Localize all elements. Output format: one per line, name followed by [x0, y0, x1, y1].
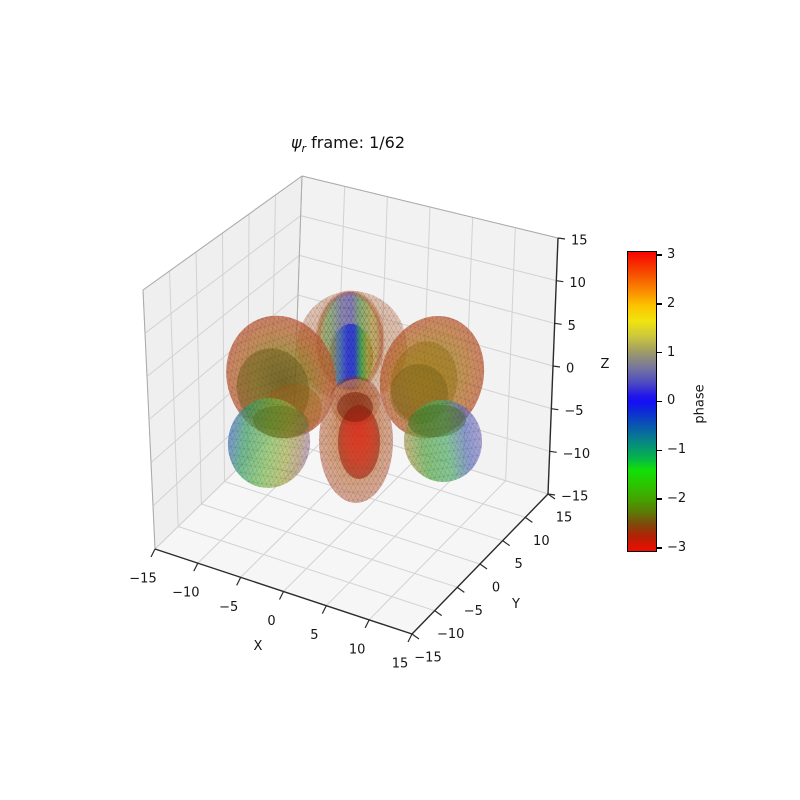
tick-mark — [411, 633, 420, 640]
colorbar-tick-label: 2 — [667, 295, 676, 311]
x-tick-label: 15 — [392, 657, 409, 672]
surface-lobes — [226, 290, 485, 503]
psi-symbol: ψ — [290, 133, 302, 152]
colorbar-tick-mark — [657, 449, 662, 451]
z-axis-label: Z — [601, 357, 610, 372]
lobe-lowerleftdark — [253, 405, 309, 439]
grid-line — [270, 436, 526, 518]
y-tick-label: −10 — [437, 627, 464, 642]
lobe-bottominner — [338, 405, 380, 479]
z-tick-label: −5 — [564, 404, 583, 419]
colorbar-tick-mark — [657, 351, 662, 354]
grid-line — [144, 215, 301, 334]
z-tick-label: −15 — [561, 490, 588, 505]
tick-mark — [193, 562, 199, 572]
lobe-lowerrightdark — [408, 404, 466, 438]
x-tick-label: −5 — [219, 600, 238, 615]
lobe-wireframe — [403, 400, 483, 482]
x-tick-label: 10 — [349, 642, 366, 657]
colorbar-label: phase — [692, 384, 708, 424]
lobe-wireframe — [329, 324, 373, 390]
tick-mark — [524, 516, 533, 523]
tick-mark — [150, 548, 156, 558]
x-tick-label: −15 — [129, 572, 156, 587]
y-tick-label: 0 — [492, 581, 500, 596]
y-tick-label: 15 — [556, 511, 573, 526]
colorbar-gradient — [627, 251, 657, 552]
tick-mark — [554, 322, 562, 325]
colorbar-tick-mark — [657, 254, 662, 256]
tick-mark — [364, 619, 370, 629]
y-tick-label: −5 — [464, 604, 483, 619]
tick-mark — [556, 280, 564, 283]
pane-edge — [142, 175, 303, 291]
z-tick-label: 15 — [571, 234, 588, 249]
tick-mark — [407, 633, 413, 643]
z-tick-label: 5 — [568, 319, 576, 334]
tick-mark — [278, 591, 285, 600]
x-tick-label: −10 — [172, 586, 199, 601]
y-tick-label: 10 — [533, 534, 550, 549]
tick-mark — [552, 365, 561, 368]
y-tick-label: −15 — [414, 651, 441, 666]
colorbar-tick-label: 1 — [667, 344, 676, 360]
colorbar-tick-label: −3 — [667, 539, 687, 555]
colorbar: 3 2 1 0 −1 −2 −3 — [627, 247, 686, 555]
tick-mark — [557, 237, 566, 240]
axis-tick-labels: −15−15−15−10−10−10−5 −5−50005551010101515… — [129, 234, 590, 672]
pane-edge — [301, 175, 559, 239]
tick-mark — [549, 450, 557, 453]
plot-title: ψr frame: 1/62 — [291, 133, 405, 155]
y-tick-label: 5 — [515, 557, 523, 572]
tick-mark — [479, 563, 488, 570]
x-tick-label: 5 — [310, 628, 318, 643]
colorbar-tick-label: 3 — [667, 247, 676, 262]
tick-mark — [547, 493, 556, 500]
tick-mark — [551, 408, 559, 411]
pane-edge — [142, 289, 156, 550]
lobe-wireframe — [227, 398, 311, 488]
colorbar-tick-mark — [657, 400, 662, 403]
colorbar-tick-mark — [657, 498, 662, 500]
colorbar-tick-label: 0 — [667, 393, 676, 409]
axis-ticks — [150, 237, 566, 643]
tick-mark — [456, 586, 465, 593]
colorbar-tick-mark — [657, 303, 662, 305]
z-tick-label: −10 — [563, 447, 590, 462]
grid-line — [300, 215, 557, 282]
lobe-bottomcap — [337, 392, 373, 422]
colorbar-tick-label: −2 — [667, 491, 687, 507]
title-text: frame: 1/62 — [306, 133, 406, 152]
tick-mark — [434, 610, 443, 617]
colorbar-tick-label: −1 — [667, 442, 687, 458]
x-axis-label: X — [254, 639, 263, 654]
psi-subscript: r — [301, 142, 307, 156]
tick-mark — [321, 605, 327, 614]
colorbar-tick-mark — [657, 547, 662, 549]
x-tick-label: 0 — [267, 614, 275, 629]
z-tick-label: 10 — [569, 276, 586, 291]
tick-mark — [502, 540, 511, 547]
y-axis-label: Y — [511, 597, 520, 612]
pane-left — [143, 176, 302, 549]
z-tick-label: 0 — [566, 362, 574, 377]
tick-mark — [236, 577, 242, 586]
